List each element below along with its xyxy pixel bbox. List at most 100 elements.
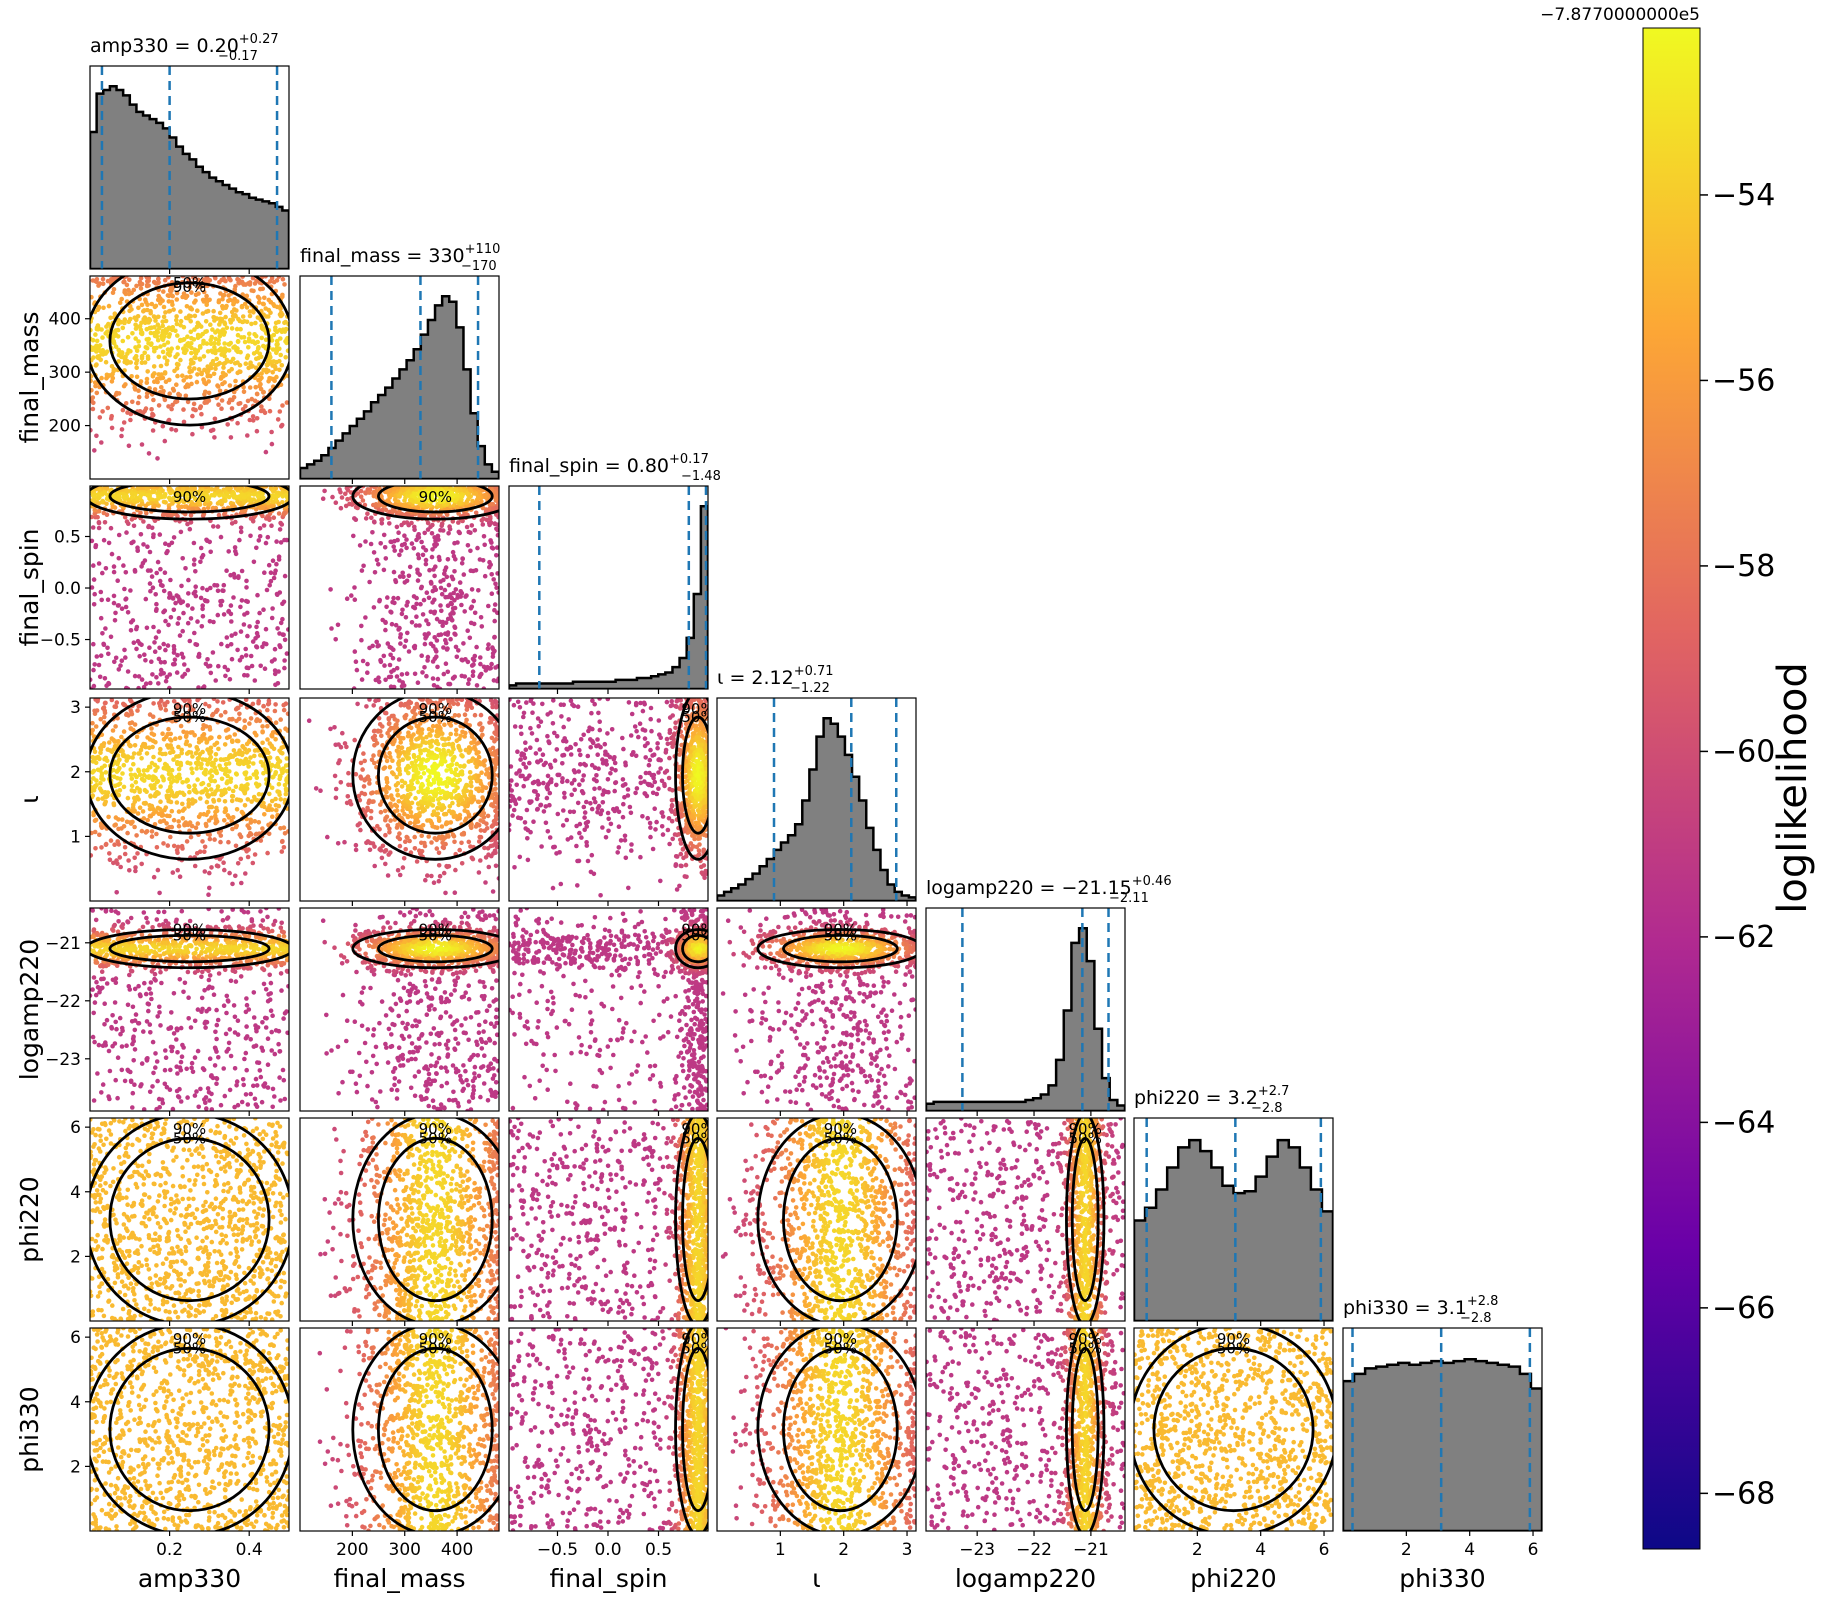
sample-point [90,514,94,520]
sample-point [115,578,120,583]
sample-point [162,342,167,348]
sample-point [216,663,221,669]
sample-point [184,347,189,353]
sample-point [278,717,284,722]
sample-point [185,499,191,504]
sample-point [120,325,126,331]
sample-point [90,395,96,400]
sample-point [490,701,495,707]
sample-point [282,665,287,671]
sample-point [373,502,379,507]
sample-point [233,784,239,789]
sample-point [111,747,117,752]
sample-point [250,860,256,866]
sample-point [237,832,243,837]
sample-point [432,836,438,841]
sample-point [177,393,183,398]
sample-point [454,654,460,660]
sample-point [420,670,425,675]
sample-point [335,841,341,846]
sample-point [161,304,167,310]
sample-point [210,327,215,332]
sample-point [258,838,264,843]
sample-point [128,411,134,417]
sample-point [472,712,478,718]
sample-point [225,643,230,649]
sample-point [212,416,218,422]
sample-point [195,372,200,377]
sample-point [170,293,175,299]
sample-point [389,539,394,545]
sample-point [450,549,456,555]
sample-point [163,541,168,546]
sample-point [221,582,227,588]
sample-point [274,808,279,813]
sample-point [235,370,240,376]
sample-point [216,341,221,346]
sample-point [368,541,374,547]
sample-point [273,803,279,808]
sample-point [143,406,149,411]
sample-point [492,618,498,624]
sample-point [397,574,403,579]
sample-point [128,743,133,749]
sample-point [174,314,179,319]
sample-point [201,277,207,283]
panels: amp330 = 0.20+0.27 −0.1750%90%200300400fi… [15,32,1543,1593]
sample-point [155,486,160,489]
sample-point [462,488,467,493]
sample-point [200,603,205,608]
sample-point [132,824,137,830]
sample-point [476,839,482,844]
sample-point [149,301,155,307]
sample-point [93,363,99,368]
sample-point [179,337,185,343]
sample-point [267,353,273,359]
sample-point [446,582,452,588]
sample-point [99,765,105,771]
sample-point [122,647,127,653]
sample-point [90,538,95,544]
sample-point [267,396,272,402]
sample-point [159,372,164,377]
sample-point [151,412,156,418]
sample-point [205,364,210,369]
sample-point [229,656,235,662]
sample-point [206,502,212,508]
sample-point [193,355,198,361]
histogram-final_mass [300,295,499,479]
sample-point [166,404,171,409]
sample-point [98,716,103,722]
sample-point [277,327,283,333]
sample-point [196,755,202,760]
sample-point [232,732,238,737]
sample-point [220,303,225,309]
sample-point [119,826,124,831]
sample-point [389,621,395,627]
sample-point [108,634,114,640]
sample-point [470,669,476,674]
sample-point [109,736,115,741]
panel-frame [89,65,290,270]
sample-point [279,363,285,368]
sample-point [415,578,421,583]
sample-point [434,846,440,851]
sample-point [248,820,254,825]
sample-point [105,597,111,602]
sample-point [111,340,117,346]
sample-point [108,416,114,421]
sample-point [218,713,224,718]
sample-point [149,786,155,791]
sample-point [163,500,168,505]
sample-point [419,539,424,545]
sample-point [268,310,273,316]
sample-point [151,874,157,880]
sample-point [474,644,479,650]
sample-point [245,398,251,404]
sample-point [105,645,110,651]
sample-point [270,347,276,352]
sample-point [117,300,123,306]
sample-point [371,605,377,610]
sample-point [152,371,157,376]
sample-point [417,513,422,518]
